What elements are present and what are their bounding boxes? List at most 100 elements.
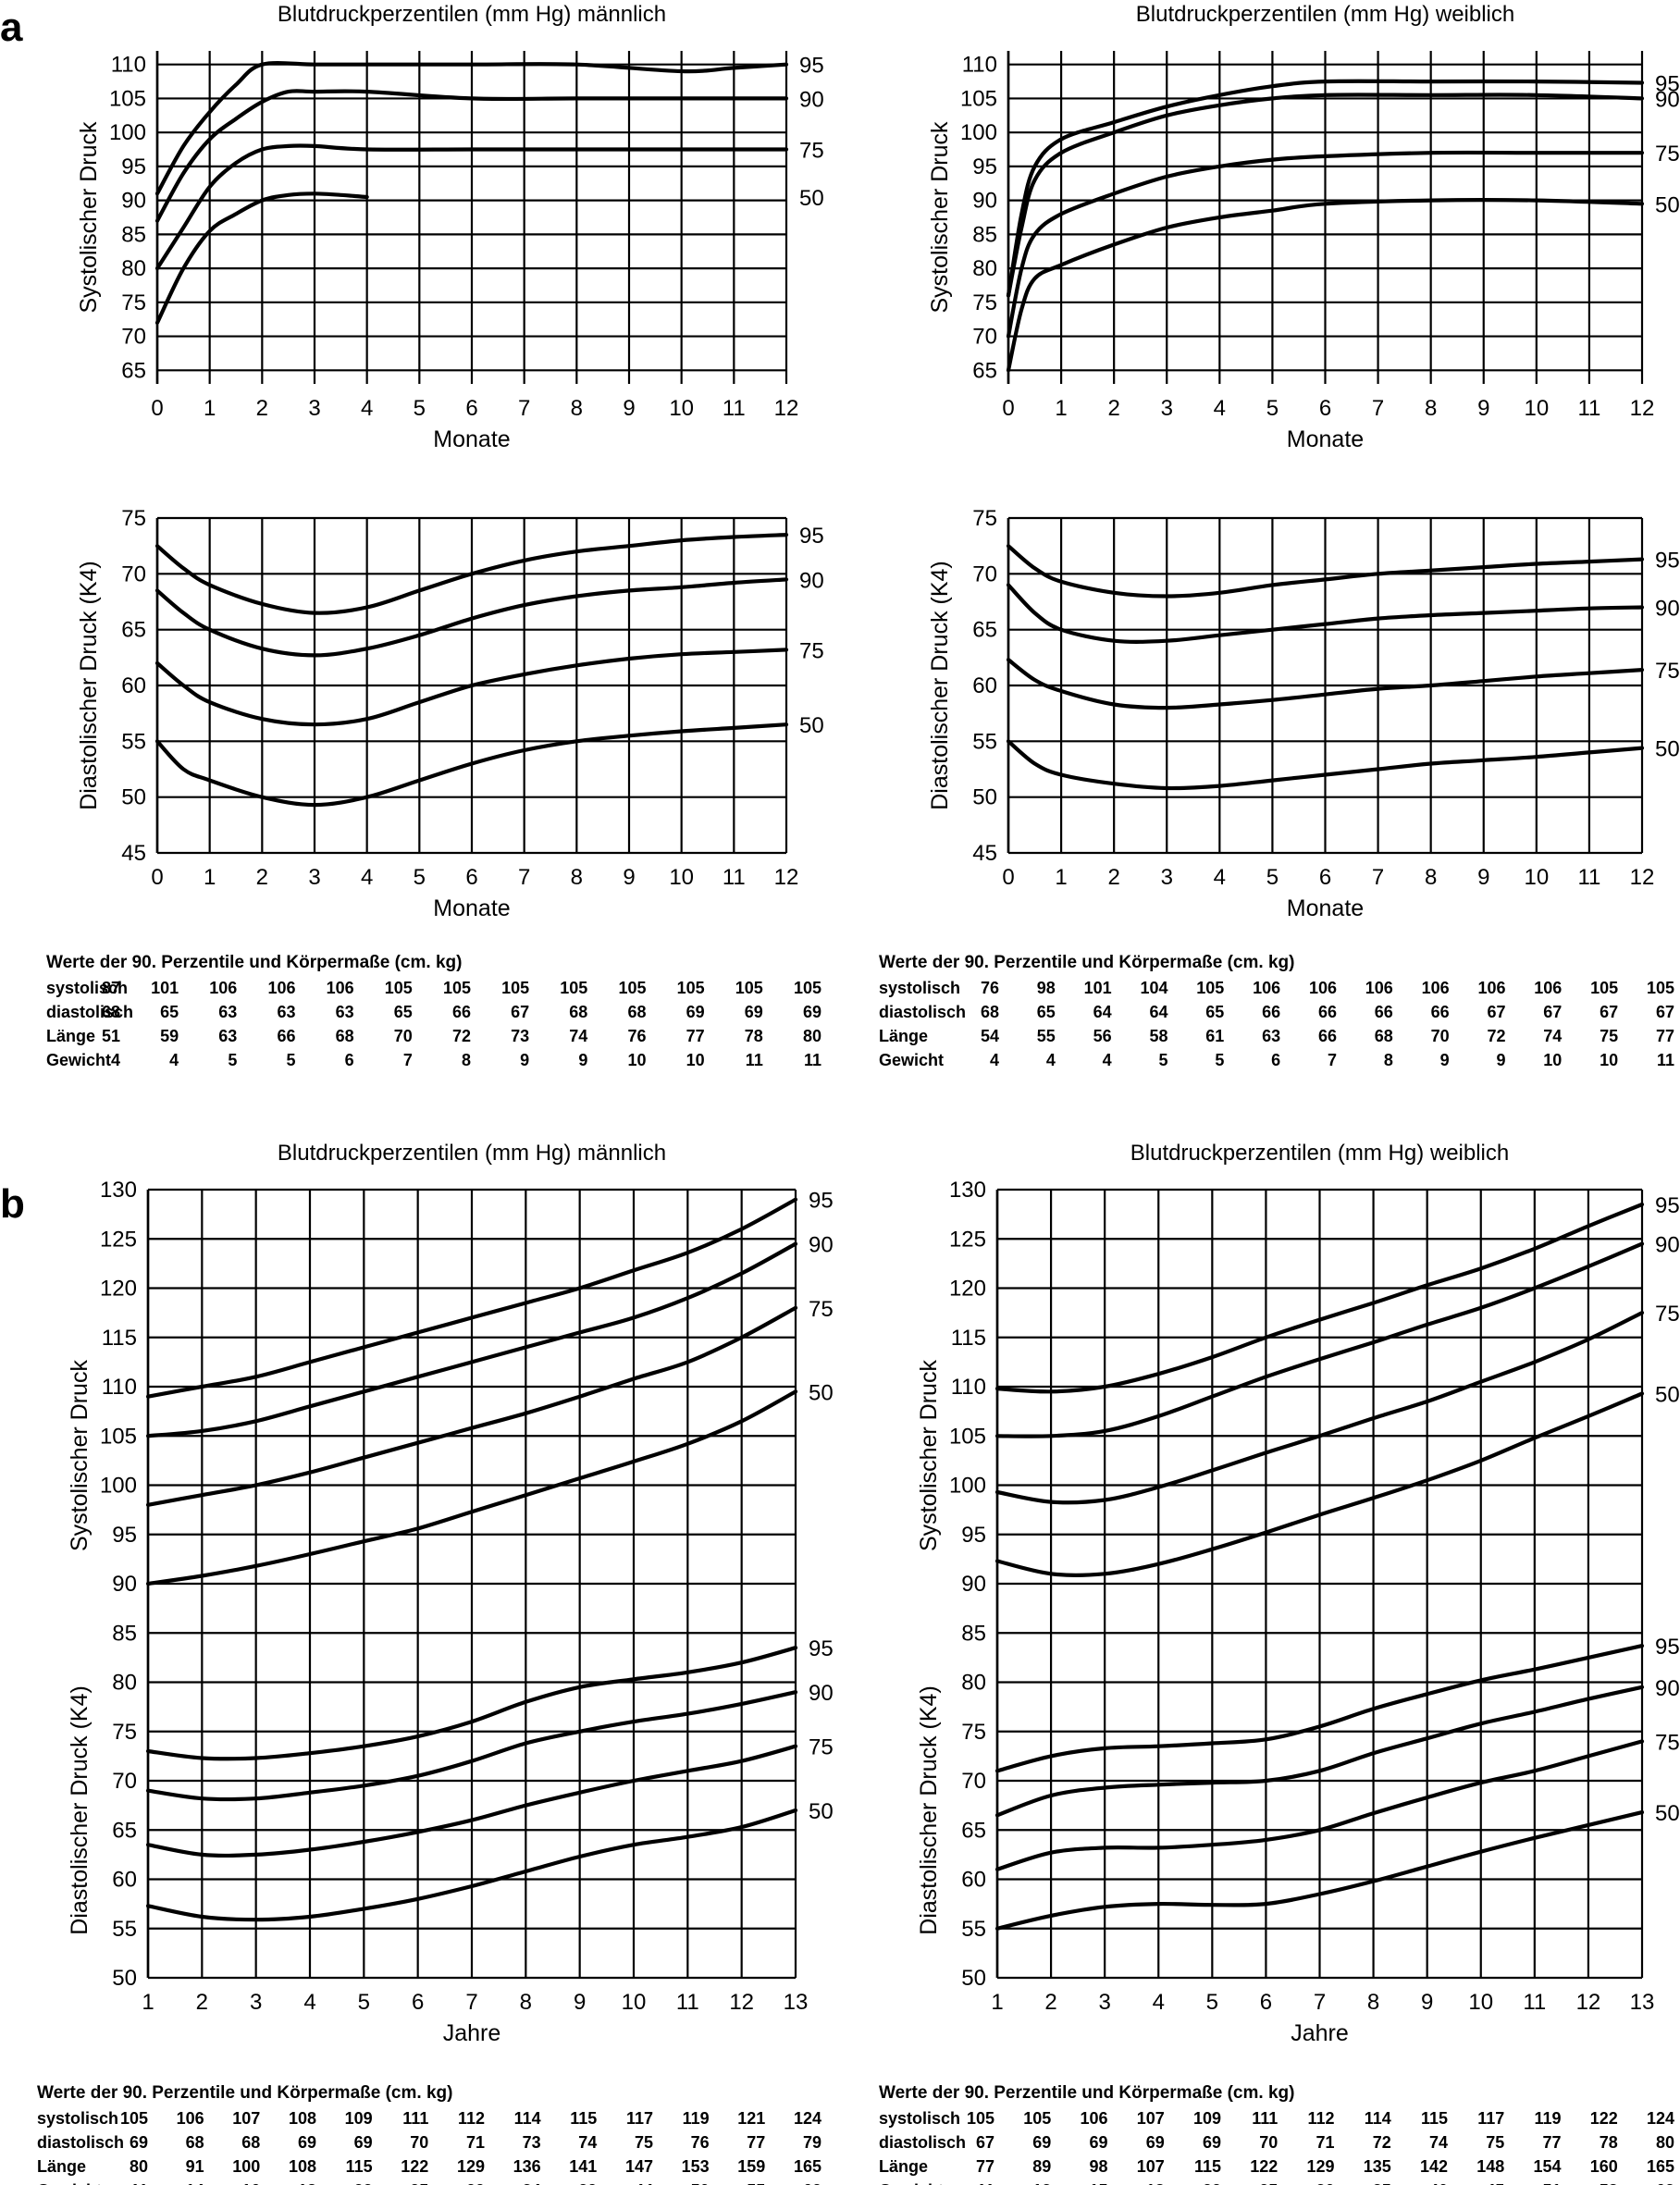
table-cell: 76: [981, 979, 999, 997]
x-tick-label: 3: [1161, 396, 1173, 421]
percentile-label-90: 90: [1655, 597, 1680, 622]
table-cell: 66: [277, 1027, 295, 1045]
table-cell: 106: [1534, 979, 1562, 997]
table-cell: 11: [746, 1051, 763, 1069]
percentile-curve-75: [154, 143, 789, 271]
table-cell: 77: [976, 2157, 994, 2176]
table-cell: 106: [1365, 979, 1393, 997]
y-tick-label: 70: [961, 1769, 986, 1794]
table-cell: 9: [520, 1051, 529, 1069]
table-cell: 106: [1253, 979, 1280, 997]
percentile-label-75: 75: [799, 638, 824, 663]
table-cell: 11: [977, 2181, 994, 2185]
x-tick-label: 4: [1214, 396, 1226, 421]
y-tick-label: 80: [972, 256, 997, 281]
percentile-label-75: 75: [1655, 142, 1680, 167]
table-cell: 7: [1328, 1051, 1337, 1069]
table-cell: 105: [1023, 2109, 1051, 2128]
x-tick-label: 7: [518, 865, 530, 890]
y-tick-label: 90: [972, 189, 997, 214]
table-cell: 122: [401, 2157, 428, 2176]
table-cell: 74: [578, 2133, 597, 2152]
y-tick-label: 75: [121, 290, 146, 315]
table-cell: 70: [1259, 2133, 1278, 2152]
table-cell: 10: [627, 1051, 646, 1069]
x-tick-label: 2: [1107, 865, 1119, 890]
x-tick-label: 8: [571, 396, 583, 421]
table-cell: 68: [241, 2133, 260, 2152]
y-tick-label: 105: [960, 86, 997, 111]
y-tick-label: 110: [951, 1375, 986, 1400]
table-cell: 129: [1306, 2157, 1334, 2176]
table-cell: 63: [218, 1003, 237, 1021]
percentile-label-95: 95: [1655, 1635, 1680, 1660]
x-tick-label: 0: [1002, 865, 1014, 890]
table-cell: 34: [523, 2181, 541, 2185]
table-row-label: Länge: [37, 2157, 86, 2176]
table-cell: 9: [1496, 1051, 1505, 1069]
y-tick-label: 120: [100, 1277, 137, 1302]
table-cell: 114: [514, 2109, 541, 2128]
percentile-label-90: 90: [1655, 1676, 1680, 1701]
x-tick-label: 10: [1468, 1990, 1493, 2015]
x-tick-label: 5: [1206, 1990, 1218, 2015]
x-tick-label: 13: [1630, 1990, 1655, 2015]
table-cell: 65: [394, 1003, 413, 1021]
table-cell: 73: [523, 2133, 541, 2152]
y-tick-label: 95: [961, 1523, 986, 1548]
x-tick-label: 5: [358, 1990, 370, 2015]
table-row-label: diastolisch: [46, 1003, 133, 1021]
percentile-curve-75: [145, 1305, 798, 1507]
table-cell: 63: [336, 1003, 354, 1021]
table-cell: 30: [1316, 2181, 1334, 2185]
y-tick-label: 70: [121, 562, 146, 586]
x-tick-label: 4: [361, 396, 373, 421]
percentile-label-50: 50: [809, 1799, 834, 1824]
table-cell: 39: [578, 2181, 597, 2185]
x-tick-label: 6: [465, 396, 477, 421]
percentile-label-90: 90: [809, 1681, 834, 1706]
table-cell: 109: [345, 2109, 373, 2128]
y-axis-label-diastolic: Diastolischer Druck (K4): [67, 1685, 93, 1935]
table-cell: 80: [1656, 2133, 1674, 2152]
y-axis-label: Systolischer Druck: [76, 121, 102, 313]
x-tick-label: 7: [1314, 1990, 1326, 2015]
table-cell: 74: [1543, 1027, 1562, 1045]
y-tick-label: 110: [111, 53, 146, 78]
x-tick-label: 10: [622, 1990, 647, 2015]
table-cell: 68: [336, 1027, 354, 1045]
y-tick-label: 105: [109, 86, 146, 111]
table-cell: 8: [1384, 1051, 1393, 1069]
x-tick-label: 7: [1372, 865, 1384, 890]
table-cell: 13: [1032, 2181, 1051, 2185]
x-tick-label: 2: [256, 396, 268, 421]
table-cell: 69: [298, 2133, 316, 2152]
table-cell: 78: [1600, 2133, 1618, 2152]
x-tick-label: 12: [774, 865, 799, 890]
x-tick-label: 11: [723, 396, 746, 421]
x-tick-label: 5: [414, 865, 426, 890]
y-tick-label: 100: [109, 120, 146, 145]
y-tick-label: 80: [961, 1671, 986, 1696]
x-tick-label: 10: [669, 865, 694, 890]
percentile-curve-95: [1006, 79, 1645, 298]
table-cell: 18: [1146, 2181, 1165, 2185]
table-cell: 124: [794, 2109, 821, 2128]
percentile-curve-95: [154, 60, 789, 196]
table-cell: 129: [457, 2157, 485, 2176]
percentile-label-50: 50: [809, 1380, 834, 1405]
table-cell: 15: [1089, 2181, 1107, 2185]
table-row-label: diastolisch: [37, 2133, 124, 2152]
table-cell: 80: [803, 1027, 821, 1045]
table-cell: 119: [683, 2109, 710, 2128]
y-tick-label: 50: [112, 1966, 137, 1991]
y-tick-label: 45: [121, 841, 146, 866]
table-cell: 74: [569, 1027, 587, 1045]
table-cell: 59: [160, 1027, 179, 1045]
x-tick-label: 3: [250, 1990, 262, 2015]
y-tick-label: 65: [972, 358, 997, 383]
x-tick-label: 2: [1107, 396, 1119, 421]
